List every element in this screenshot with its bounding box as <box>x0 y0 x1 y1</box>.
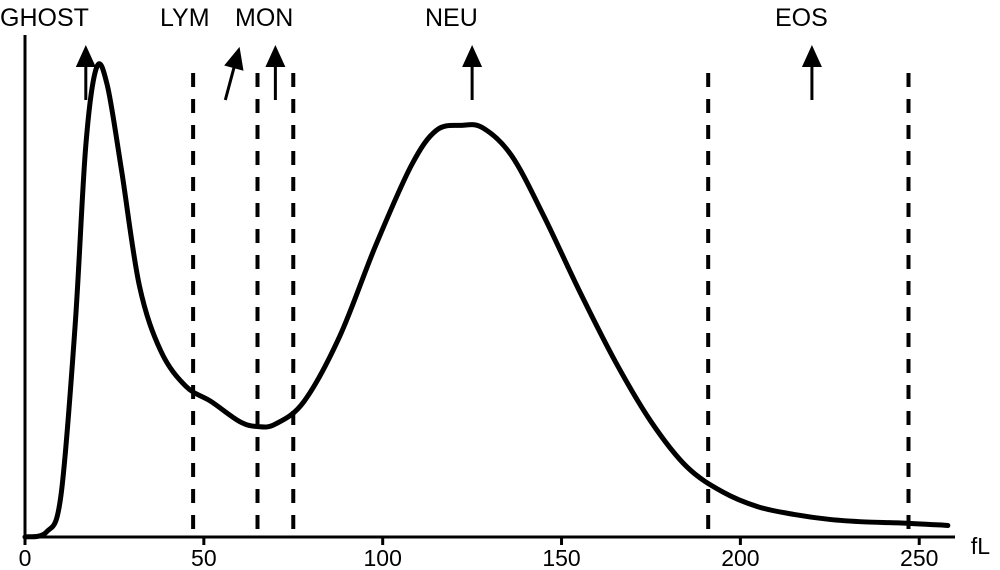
region-label-eos: EOS <box>775 4 828 33</box>
x-tick-label: 0 <box>19 545 32 570</box>
region-label-lym: LYM <box>160 4 210 33</box>
x-tick-label: 50 <box>191 545 217 570</box>
arrow-eos <box>802 45 822 100</box>
region-label-neu: NEU <box>425 4 478 33</box>
x-tick-label: 100 <box>364 545 402 570</box>
x-axis-label: fL <box>971 533 990 560</box>
x-tick-label: 200 <box>721 545 759 570</box>
arrow-neu <box>462 45 482 100</box>
arrow-lym <box>216 44 250 102</box>
x-tick-label: 250 <box>900 545 938 570</box>
region-label-ghost: GHOST <box>0 4 89 33</box>
histogram-curve <box>25 64 948 537</box>
histogram-chart: 0 50 100 150 200 250 GHOST LYM MON NEU EOS fL <box>0 0 1000 570</box>
x-tick-label: 150 <box>542 545 580 570</box>
region-label-mon: MON <box>235 4 293 33</box>
arrow-mon <box>265 45 285 100</box>
chart-svg: 0 50 100 150 200 250 <box>0 0 1000 570</box>
